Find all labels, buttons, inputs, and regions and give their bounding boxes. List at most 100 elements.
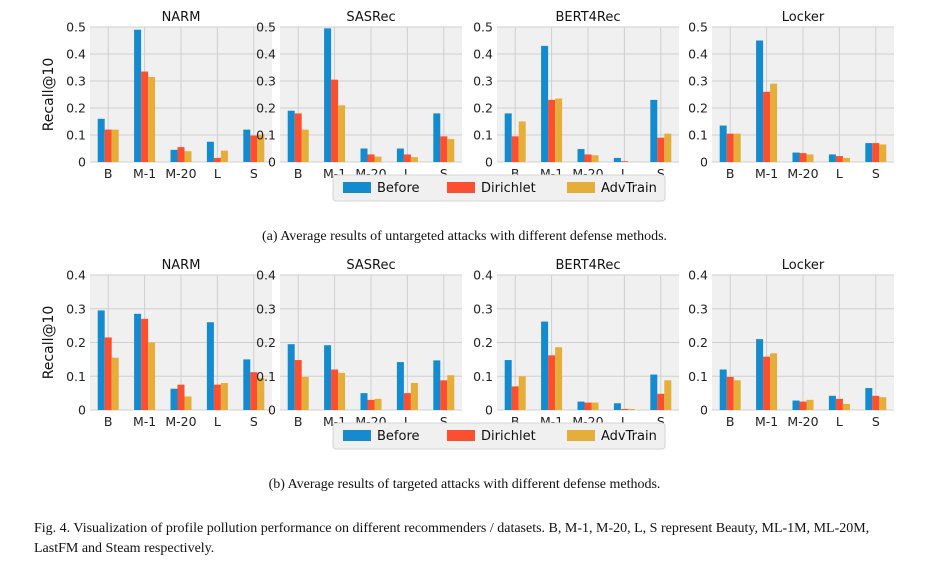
bar-dirichlet-m-20 [799,401,807,410]
legend-label-before: Before [377,429,420,444]
bar-before-b [97,118,105,162]
x-tick-label: M-20 [165,166,196,181]
figure-caption: Fig. 4. Visualization of profile polluti… [34,521,870,556]
y-tick-label: 0.1 [473,128,493,143]
bar-advtrain-m-20 [374,398,382,410]
x-tick-label: B [726,414,735,429]
bar-advtrain-m-20 [806,154,814,162]
bar-advtrain-l [410,383,418,410]
bar-before-s [650,99,658,162]
bar-advtrain-m-20 [806,399,814,410]
bar-before-l [613,403,621,410]
bar-dirichlet-l [620,161,628,162]
x-tick-label: S [250,414,258,429]
bar-before-l [206,141,214,162]
subplot-title: BERT4Rec [555,10,620,25]
bar-dirichlet-b [726,376,734,410]
y-tick-label: 0.3 [66,74,86,89]
x-tick-label: S [440,414,448,429]
x-tick-label: M-1 [755,166,778,181]
legend-item-before: Before [343,429,420,444]
bar-before-l [828,395,836,410]
bar-dirichlet-s [872,143,880,162]
bar-dirichlet-b [511,136,519,162]
x-tick-label: M-1 [133,414,156,429]
bar-dirichlet-s [657,393,665,410]
bar-dirichlet-s [250,135,258,162]
bar-before-b [287,110,295,162]
y-tick-label: 0 [700,403,708,418]
legend-swatch-dirichlet [447,430,475,441]
bar-advtrain-s [879,144,887,162]
bar-dirichlet-m-20 [367,399,375,410]
y-tick-label: 0.4 [688,268,708,283]
bar-advtrain-s [257,377,265,410]
subplot-title: Locker [782,258,825,273]
subcaption-a: (a) Average results of untargeted attack… [261,229,668,244]
bar-before-m-20 [170,388,178,410]
bar-advtrain-s [447,139,455,162]
bar-before-m-1 [324,28,332,162]
y-tick-label: 0.1 [256,128,276,143]
bar-before-b [97,310,105,410]
x-tick-label: M-20 [787,166,818,181]
y-tick-label: 0 [78,155,86,170]
bar-before-m-20 [170,149,178,162]
legend-swatch-advtrain [567,430,595,441]
x-tick-label: L [621,166,628,181]
x-tick-label: S [440,166,448,181]
bar-advtrain-m-1 [338,372,346,410]
bar-before-m-20 [792,152,800,162]
y-tick-label: 0.4 [66,268,86,283]
bar-before-m-20 [577,401,585,410]
bar-advtrain-l [220,383,228,410]
bar-before-s [865,143,873,162]
bar-dirichlet-m-1 [548,99,556,162]
bar-dirichlet-b [104,337,112,410]
bar-dirichlet-b [104,129,112,162]
y-tick-label: 0 [268,403,276,418]
y-tick-label: 0.2 [688,101,708,116]
bar-advtrain-l [842,403,850,410]
bar-dirichlet-s [657,137,665,162]
bar-advtrain-l [220,150,228,162]
legend-swatch-before [343,182,371,193]
bar-advtrain-s [879,397,887,410]
y-tick-label: 0 [485,155,493,170]
bar-dirichlet-l [403,393,411,410]
bar-dirichlet-m-1 [331,79,339,162]
bar-advtrain-b [111,357,119,410]
y-tick-label: 0.2 [473,335,493,350]
x-tick-label: L [836,414,843,429]
bar-advtrain-m-1 [148,76,156,162]
bar-before-s [433,113,441,162]
subplot-a-narm: 0 0.1 0.2 0.3 0.4 0.5 B M-1 M-20 L S NARM [66,10,272,181]
y-axis-label-b: Recall@10 [41,306,57,380]
subplot-b-locker: 0 0.1 0.2 0.3 0.4 B M-1 M-20 L S Locker [688,258,894,429]
bar-before-m-1 [756,40,764,162]
bar-dirichlet-l [213,157,221,162]
bar-before-b [287,344,295,410]
y-tick-label: 0.1 [66,369,86,384]
y-tick-label: 0.4 [256,47,276,62]
bar-before-l [206,322,214,410]
bar-before-m-1 [541,321,549,410]
y-tick-label: 0.4 [688,47,708,62]
bar-before-s [865,388,873,410]
legend-label-dirichlet: Dirichlet [481,429,536,444]
x-tick-label: B [511,414,520,429]
subplots: 0 0.1 0.2 0.3 0.4 0.5 B M-1 M-20 L S NARM 0 0.1 0.2 0.3… [66,10,894,429]
y-tick-label: 0.4 [66,47,86,62]
y-tick-label: 0.3 [256,301,276,316]
bar-dirichlet-l [213,384,221,410]
y-tick-label: 0.2 [473,101,493,116]
legend-item-dirichlet: Dirichlet [447,181,536,196]
bar-dirichlet-m-20 [584,154,592,162]
bar-before-b [719,125,727,162]
bar-dirichlet-s [440,380,448,410]
legend-label-dirichlet: Dirichlet [481,181,536,196]
x-tick-label: S [657,166,665,181]
x-tick-label: B [104,414,113,429]
bar-advtrain-m-1 [555,347,563,410]
bar-advtrain-s [447,375,455,410]
